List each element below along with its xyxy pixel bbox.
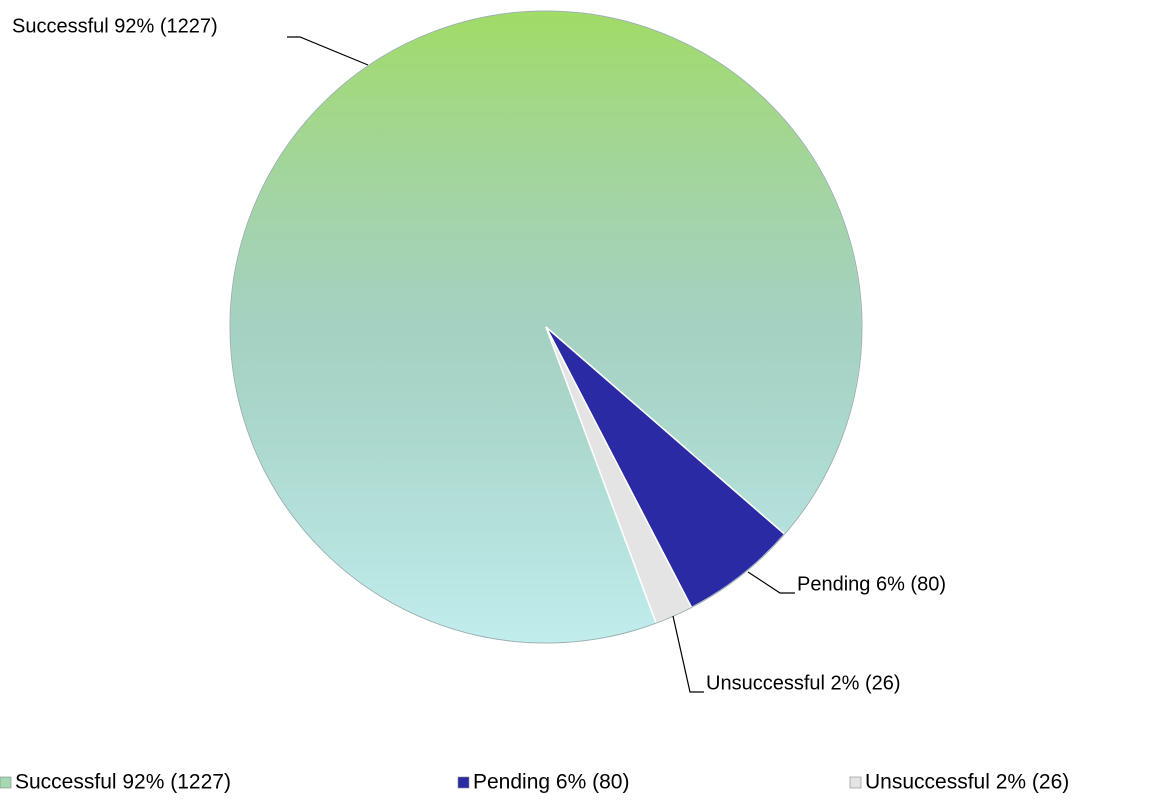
legend-swatch [0, 776, 12, 789]
leader-line [672, 615, 704, 693]
legend-label: Successful 92% (1227) [15, 771, 231, 794]
legend-swatch [849, 776, 862, 789]
data-label: Unsuccessful 2% (26) [706, 672, 901, 694]
leader-line [747, 571, 795, 594]
legend-label: Unsuccessful 2% (26) [865, 771, 1069, 794]
pie-outline [229, 10, 863, 644]
data-labels: Successful 92% (1227) Pending 6% (80) Unsu… [12, 15, 946, 694]
legend: Successful 92% (1227) Pending 6% (80) Unsu… [0, 771, 1069, 794]
data-label: Pending 6% (80) [797, 573, 946, 595]
pie [229, 10, 863, 644]
data-label: Successful 92% (1227) [12, 15, 218, 37]
legend-label: Pending 6% (80) [473, 771, 629, 794]
leader-line [287, 36, 369, 66]
legend-swatch [457, 776, 470, 789]
